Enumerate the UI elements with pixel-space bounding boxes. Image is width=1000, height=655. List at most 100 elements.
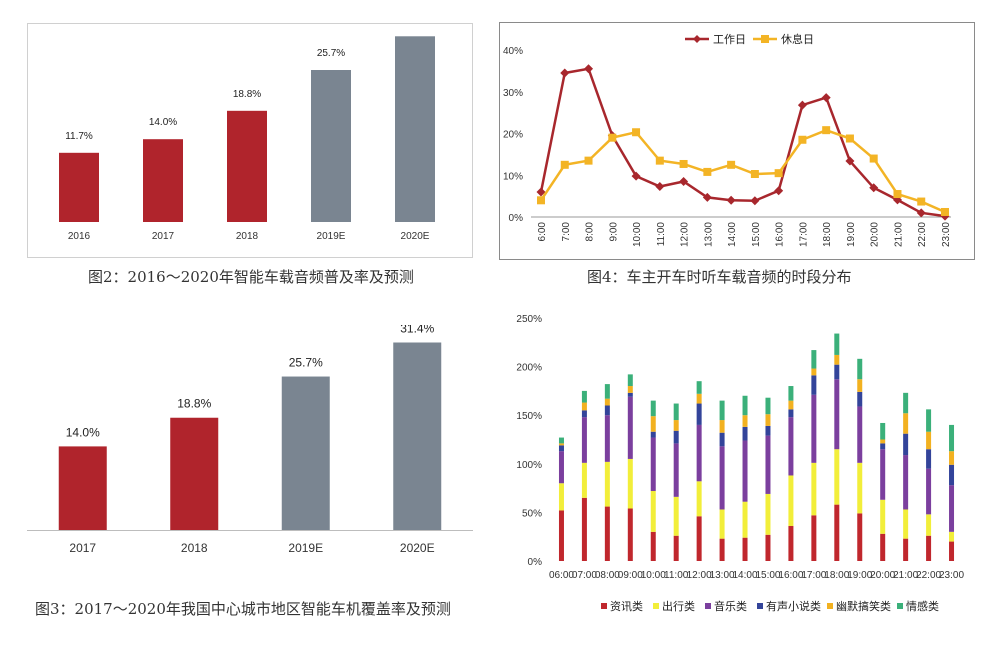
bar-segment [650,531,656,561]
data-point [631,171,641,181]
x-tick-label: 18:00 [824,570,849,581]
data-label: 31.4% [401,23,429,25]
bar [395,36,435,222]
y-tick-label: 0% [509,213,524,224]
bar-segment [949,464,955,486]
x-tick-label: 14:00 [727,222,738,247]
fig4-caption: 图4：车主开车时听车载音频的时段分布 [587,268,852,286]
legend-marker [693,35,701,43]
bar-segment [604,398,610,406]
fig5-chart: 0% 50% 100% 150% 200% 250% 06:0007:0008:0009:0… [516,314,964,613]
bar-segment [834,449,840,505]
bar-segment [926,409,932,432]
legend-swatch [705,603,711,609]
bar-segment [673,496,679,536]
bar-segment [788,409,794,418]
fig5-panel: 0% 50% 100% 150% 200% 250% 06:00 07:00 08:00 09:0… [488,305,978,635]
bar-segment [903,455,909,510]
data-point [821,93,831,103]
bar-segment [627,374,633,387]
bar-segment [949,485,955,532]
bar [281,376,330,530]
data-label: 14.0% [66,425,100,439]
data-point [822,126,831,135]
bar-segment [604,405,610,416]
legend-swatch [827,603,833,609]
bar-segment [673,443,679,497]
bar-segment [857,358,863,380]
bar [58,446,107,530]
legend-label: 工作日 [713,33,746,46]
x-tick-label: 16:00 [778,570,803,581]
legend-swatch [601,603,607,609]
bar-segment [949,451,955,465]
data-point [727,160,736,169]
bar-segment [558,437,564,444]
bar-segment [834,354,840,365]
data-point [774,186,784,196]
y-tick-label: 100% [516,460,542,471]
bar-segment [926,535,932,561]
x-tick-label: 8:00 [585,222,596,242]
bar [311,70,351,222]
bar-segment [857,462,863,514]
bar-segment [834,379,840,450]
bar-segment [788,417,794,476]
bar-segment [765,397,771,415]
x-tick-label: 2019E [288,541,323,555]
bar [227,110,267,222]
x-tick-label: 23:00 [939,570,964,581]
fig4-frame [499,22,975,260]
data-point [608,133,617,142]
bar-segment [604,506,610,561]
y-tick-label: 200% [516,363,542,374]
x-tick-label: 18:00 [822,222,833,247]
x-tick-label: 10:00 [632,222,643,247]
y-tick-label: 20% [503,130,523,141]
data-point [679,177,689,187]
data-point [702,192,712,202]
bar-segment [880,422,886,440]
fig3-caption: 图3：2017～2020年我国中心城市地区智能车机覆盖率及预测 [35,600,451,618]
fig4-panel: 0% 10% 20% 30% 40% 6:00 7:00 8:00 9:00 10:00 11:00… [499,22,975,260]
bar [143,139,183,222]
data-point [869,154,878,163]
bar-segment [696,381,702,394]
bar-segment [673,535,679,561]
data-point [869,183,879,193]
bar-segment [788,475,794,527]
bar-segment [903,433,909,456]
bar-segment [673,403,679,421]
data-label: 25.7% [289,356,323,370]
x-tick-label: 2020E [401,231,430,242]
x-tick-label: 17:00 [801,570,826,581]
legend-label: 幽默搞笑类 [836,599,891,613]
x-tick-label: 06:00 [549,570,574,581]
bar-segment [581,497,587,561]
bar-segment [811,394,817,463]
x-tick-label: 20:00 [870,570,895,581]
bar-segment [581,410,587,418]
x-tick-label: 11:00 [656,222,667,247]
legend-label: 休息日 [781,32,814,46]
data-point [560,160,569,169]
bar-segment [765,435,771,494]
bar-segment [627,396,633,459]
fig2-chart: 11.7% 2016 14.0% 2017 18.8% 2018 25.7% 2019E 31.… [27,23,473,258]
x-tick-label: 11:00 [664,570,689,581]
bar-segment [903,509,909,539]
bar-segment [834,504,840,561]
bar-segment [696,403,702,425]
bar-segment [880,449,886,500]
bar-segment [604,384,610,399]
x-tick-label: 2019E [317,231,346,242]
data-point [536,187,546,197]
series-line [539,67,946,218]
bar-segment [558,510,564,561]
bar-segment [742,426,748,441]
bar-segment [673,430,679,444]
x-tick-label: 2020E [400,541,435,555]
x-tick-label: 19:00 [847,570,872,581]
bar-segment [857,379,863,392]
x-tick-label: 19:00 [846,222,857,247]
